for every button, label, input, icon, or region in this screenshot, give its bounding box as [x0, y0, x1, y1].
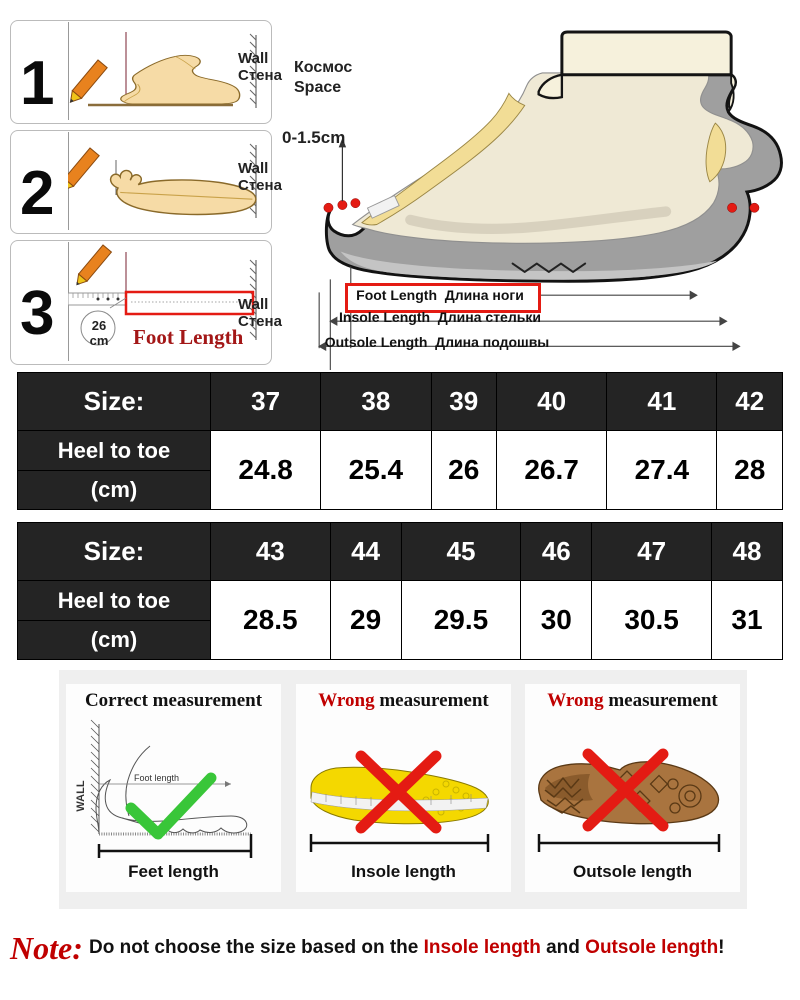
svg-text:Foot length: Foot length: [134, 773, 179, 783]
svg-text:WALL: WALL: [75, 780, 87, 811]
